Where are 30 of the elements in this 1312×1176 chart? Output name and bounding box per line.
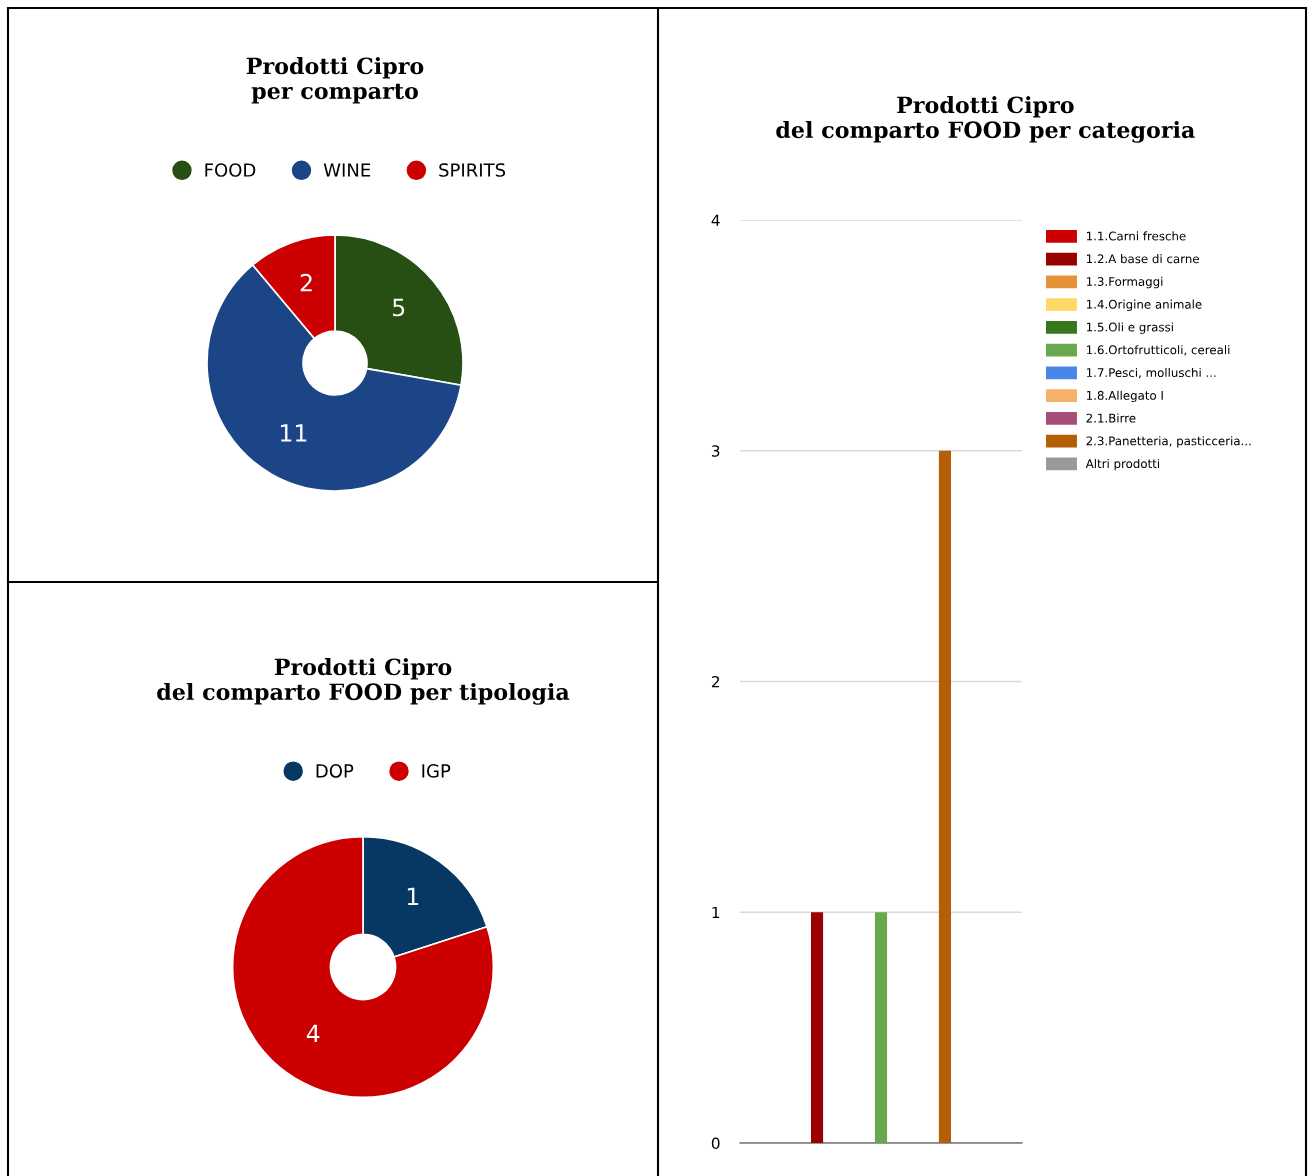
y-tick-label: 4 (711, 214, 720, 226)
data-label: 11 (280, 424, 307, 442)
legend-label: 1.2.A base di carne (1086, 254, 1199, 264)
data-label: 5 (393, 298, 405, 317)
chart-title: Prodotti Cipro del comparto FOOD per categoria (776, 96, 1195, 143)
legend-label: 1.8.Allegato I (1086, 390, 1163, 403)
legend-label: 1.1.Carni fresche (1086, 231, 1186, 241)
chart-title: Prodotti Cipro per comparto (246, 57, 424, 104)
legend-label: WINE (323, 163, 371, 177)
donut-slice (231, 835, 495, 1099)
y-tick-label: 1 (712, 906, 720, 919)
legend-label: 1.5.Oli e grassi (1086, 322, 1173, 334)
legend-label: 1.4.Origine animale (1086, 299, 1202, 312)
legend-label: 2.3.Panetteria, pasticceria... (1086, 436, 1251, 448)
legend-label: IGP (422, 764, 451, 778)
legend-label: DOP (316, 764, 354, 778)
data-label: 2 (300, 273, 312, 292)
data-label: 4 (306, 1024, 320, 1043)
legend-label: 2.1.Birre (1086, 413, 1136, 423)
legend-label: 1.3.Formaggi (1086, 276, 1163, 289)
data-label: 1 (407, 887, 419, 905)
y-tick-label: 0 (711, 1137, 720, 1150)
y-tick-label: 3 (712, 445, 720, 457)
legend-label: FOOD (205, 163, 256, 177)
legend-label: 1.6.Ortofrutticoli, cereali (1086, 345, 1230, 356)
legend-label: Altri prodotti (1085, 458, 1160, 471)
chart-title: Prodotti Cipro del comparto FOOD per tipologia (157, 658, 570, 705)
legend-label: 1.7.Pesci, molluschi ... (1086, 367, 1216, 379)
legend-label: SPIRITS (439, 163, 506, 177)
y-tick-label: 2 (711, 675, 720, 688)
